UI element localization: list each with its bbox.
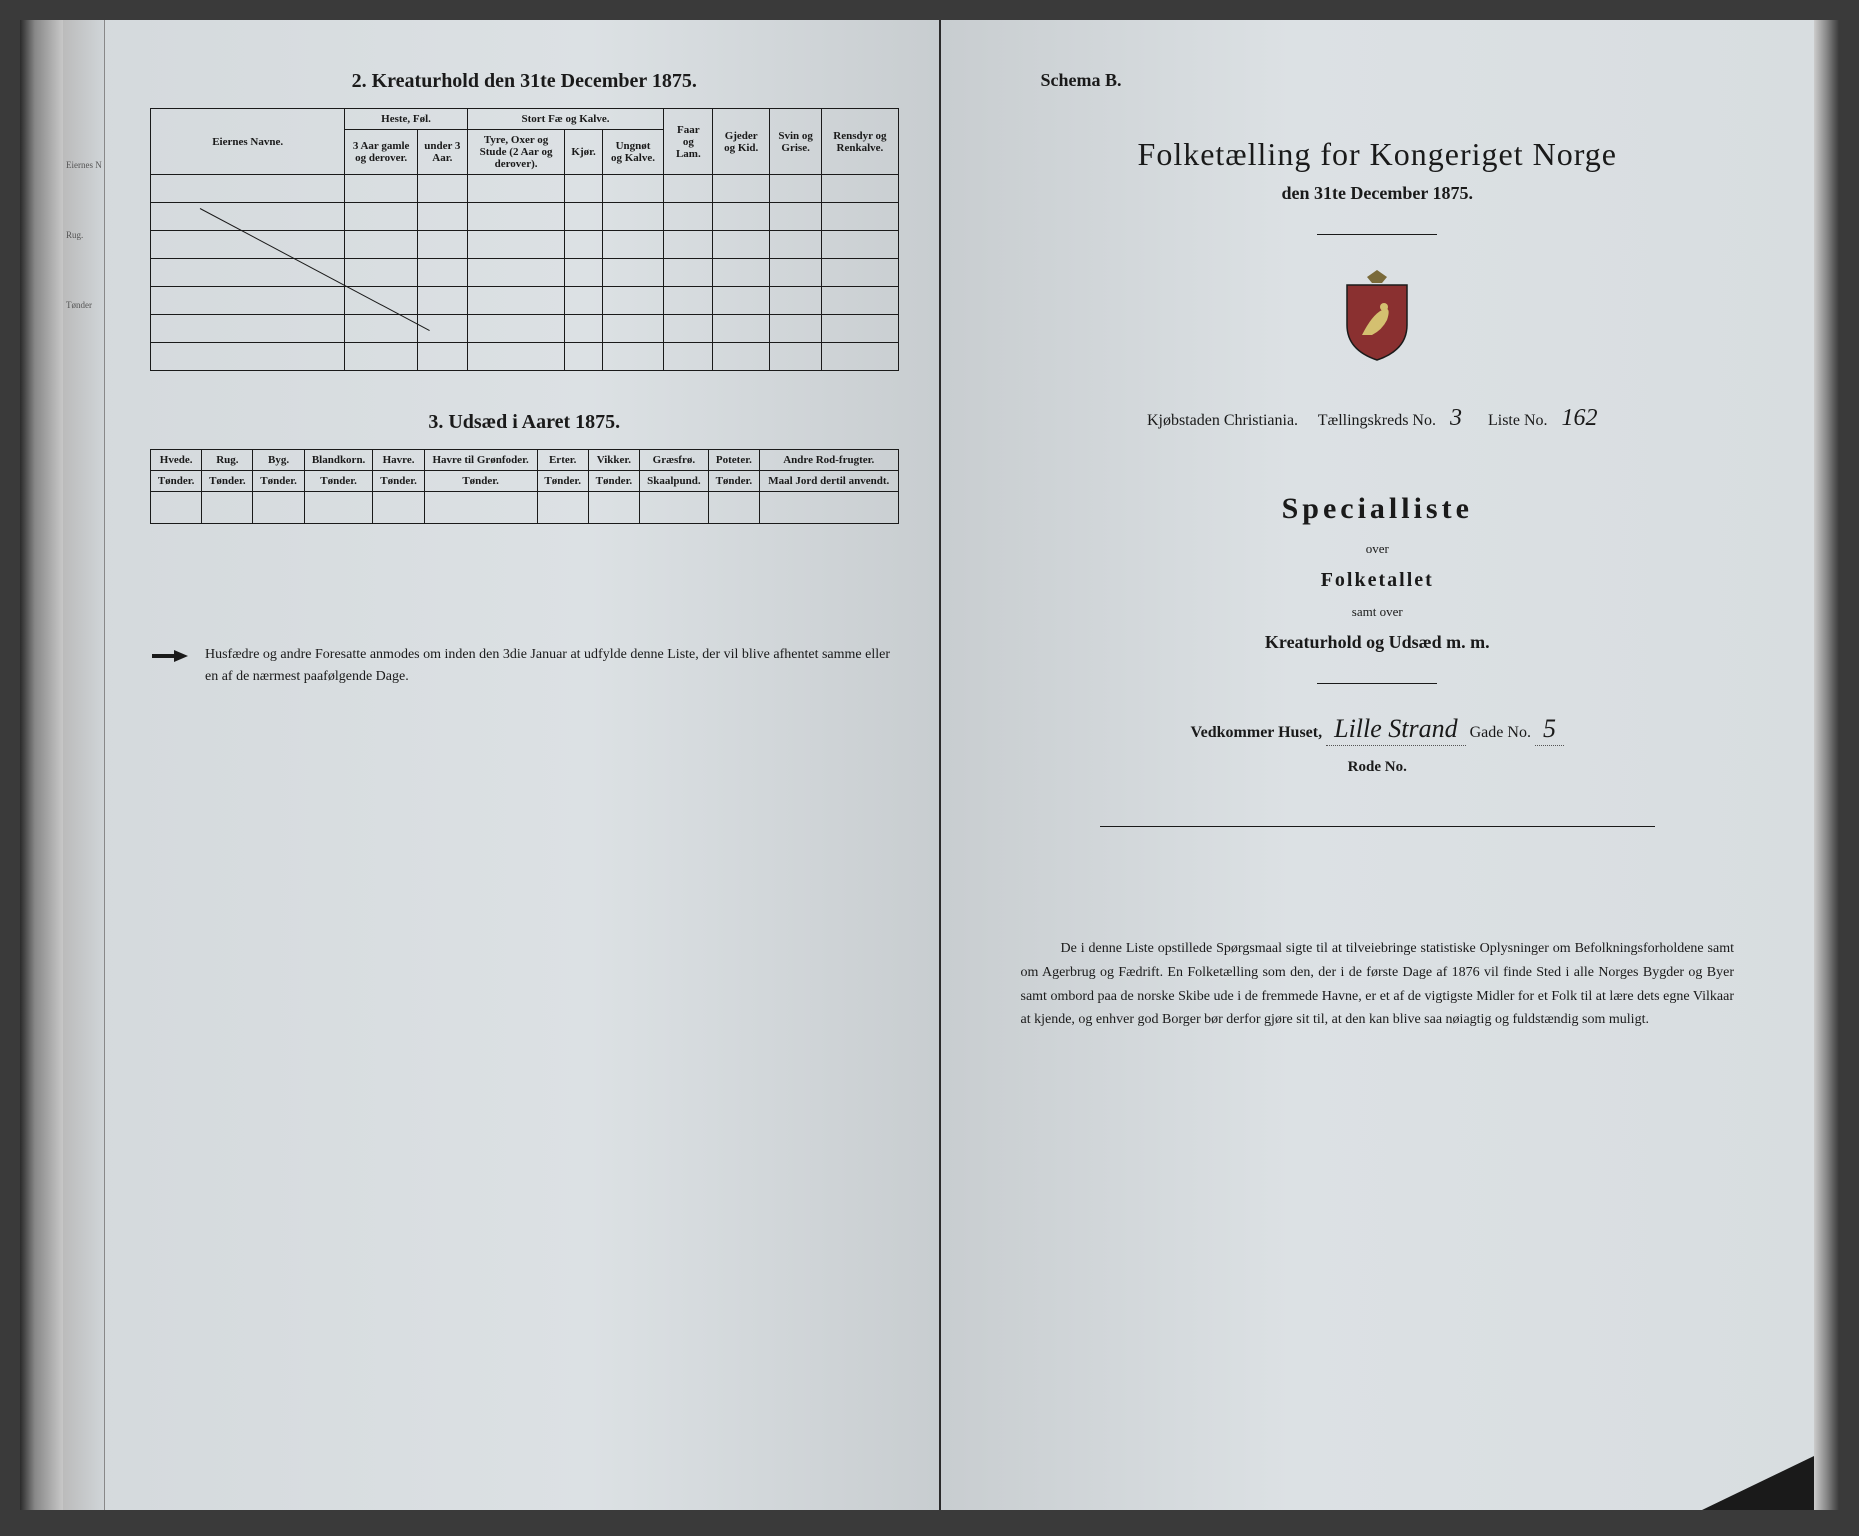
- col-eiernes: Eiernes Navne.: [151, 109, 345, 175]
- unit: Tønder.: [537, 471, 588, 492]
- grp-stort: Stort Fæ og Kalve.: [467, 109, 664, 130]
- col-havre-gron: Havre til Grønfoder.: [424, 450, 537, 471]
- col-rug: Rug.: [202, 450, 253, 471]
- col-graesfro: Græsfrø.: [640, 450, 709, 471]
- schema-label: Schema B.: [1041, 70, 1775, 91]
- col-andre: Andre Rod-frugter.: [759, 450, 898, 471]
- pointing-hand-icon: [150, 644, 190, 669]
- unit: Tønder.: [202, 471, 253, 492]
- unit: Tønder.: [253, 471, 304, 492]
- grp-heste: Heste, Føl.: [345, 109, 467, 130]
- table-row: [151, 259, 899, 287]
- divider-long: [1100, 826, 1655, 827]
- kreatur-label: Kreaturhold og Udsæd m. m.: [981, 632, 1775, 653]
- section2-title: 2. Kreaturhold den 31te December 1875.: [150, 70, 899, 93]
- coat-of-arms-icon: [1332, 265, 1422, 365]
- unit-skaalp: Skaalpund.: [640, 471, 709, 492]
- col-rensdyr: Rensdyr og Renkalve.: [822, 109, 898, 175]
- vedk-label: Vedkommer Huset,: [1191, 724, 1323, 741]
- kreaturhold-table: Eiernes Navne. Heste, Føl. Stort Fæ og K…: [150, 108, 899, 371]
- heste-a: 3 Aar gamle og derover.: [345, 130, 418, 175]
- footer-text: Husfædre og andre Foresatte anmodes om i…: [205, 644, 899, 689]
- stort-a: Tyre, Oxer og Stude (2 Aar og derover).: [467, 130, 565, 175]
- unit: Tønder.: [151, 471, 202, 492]
- col-havre: Havre.: [373, 450, 424, 471]
- bottom-paragraph: De i denne Liste opstillede Spørgsmaal s…: [981, 937, 1775, 1032]
- over-label: over: [981, 541, 1775, 557]
- unit: Tønder.: [373, 471, 424, 492]
- samt-over-label: samt over: [981, 604, 1775, 620]
- liste-label: Liste No.: [1488, 412, 1548, 429]
- page-stack-right: [1814, 20, 1839, 1510]
- document-spread: Eiernes NRug.Tønder 2. Kreaturhold den 3…: [20, 20, 1839, 1510]
- bottom-text: De i denne Liste opstillede Spørgsmaal s…: [1021, 941, 1735, 1027]
- heste-b: under 3 Aar.: [417, 130, 467, 175]
- unit: Tønder.: [304, 471, 373, 492]
- footer-note: Husfædre og andre Foresatte anmodes om i…: [150, 644, 899, 689]
- folketallet-label: Folketallet: [981, 569, 1775, 592]
- unit-maal: Maal Jord dertil anvendt.: [759, 471, 898, 492]
- unit: Tønder.: [424, 471, 537, 492]
- specialliste-title: Specialliste: [981, 492, 1775, 526]
- udsaed-table: Hvede. Rug. Byg. Blandkorn. Havre. Havre…: [150, 449, 899, 524]
- table-row: [151, 287, 899, 315]
- kjobstad-label: Kjøbstaden Christiania.: [1147, 412, 1298, 429]
- table-row: [151, 231, 899, 259]
- col-hvede: Hvede.: [151, 450, 202, 471]
- table-row: [151, 203, 899, 231]
- col-svin: Svin og Grise.: [769, 109, 821, 175]
- unit: Tønder.: [708, 471, 759, 492]
- right-page: Schema B. Folketælling for Kongeriget No…: [941, 20, 1815, 1510]
- divider: [1317, 683, 1437, 684]
- col-blandkorn: Blandkorn.: [304, 450, 373, 471]
- col-byg: Byg.: [253, 450, 304, 471]
- main-title: Folketælling for Kongeriget Norge: [981, 136, 1775, 173]
- gade-no-handwritten: 5: [1535, 714, 1564, 746]
- info-line: Kjøbstaden Christiania. Tællingskreds No…: [981, 405, 1775, 432]
- unit: Tønder.: [588, 471, 639, 492]
- table-row: [151, 492, 899, 524]
- sub-date: den 31te December 1875.: [981, 183, 1775, 204]
- left-page: Eiernes NRug.Tønder 2. Kreaturhold den 3…: [65, 20, 941, 1510]
- table-row: [151, 343, 899, 371]
- col-vikker: Vikker.: [588, 450, 639, 471]
- gade-label: Gade No.: [1470, 724, 1531, 741]
- col-faar: Faar og Lam.: [664, 109, 713, 175]
- col-poteter: Poteter.: [708, 450, 759, 471]
- page-stack-left: [20, 20, 65, 1510]
- underlying-page-strip: Eiernes NRug.Tønder: [63, 20, 105, 1510]
- table-row: [151, 315, 899, 343]
- stort-c: Ungnøt og Kalve.: [602, 130, 664, 175]
- street-handwritten: Lille Strand: [1326, 714, 1466, 746]
- col-gjeder: Gjeder og Kid.: [713, 109, 770, 175]
- col-erter: Erter.: [537, 450, 588, 471]
- section3-title: 3. Udsæd i Aaret 1875.: [150, 411, 899, 434]
- tk-no: 3: [1440, 405, 1472, 431]
- divider: [1317, 234, 1437, 235]
- stort-b: Kjør.: [565, 130, 602, 175]
- rode-label: Rode No.: [981, 759, 1775, 776]
- tk-label: Tællingskreds No.: [1318, 412, 1436, 429]
- liste-no: 162: [1552, 405, 1608, 431]
- table-row: [151, 175, 899, 203]
- page-curl: [1674, 1420, 1814, 1510]
- house-line: Vedkommer Huset, Lille Strand Gade No. 5: [981, 714, 1775, 744]
